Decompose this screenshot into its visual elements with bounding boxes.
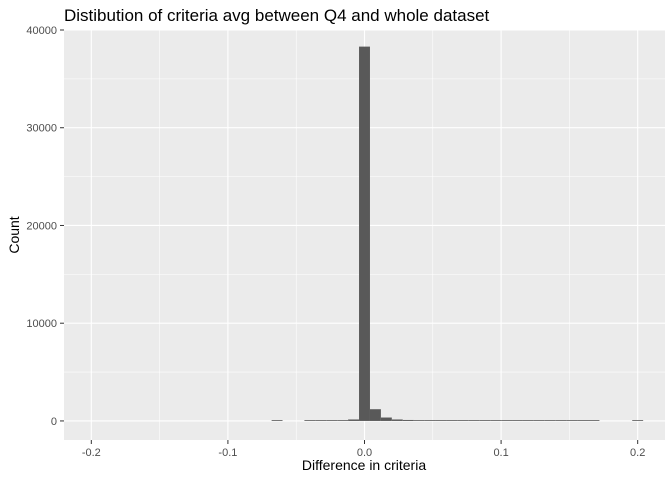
histogram-bar	[512, 420, 523, 421]
y-tick-label: 20000	[26, 220, 57, 232]
histogram-bar	[577, 420, 589, 421]
y-axis: 0 10000 20000 30000 40000	[26, 25, 64, 428]
y-tick-label: 30000	[26, 123, 57, 135]
histogram-bar	[402, 419, 414, 421]
y-tick-label: 40000	[26, 25, 57, 37]
histogram-bar	[468, 420, 480, 421]
histogram-bar	[501, 420, 513, 421]
y-tick-label: 10000	[26, 318, 57, 330]
x-tick-label: 0.1	[493, 447, 508, 459]
x-axis-title: Difference in criteria	[302, 457, 426, 473]
histogram-bar	[424, 420, 436, 421]
histogram-bar	[359, 46, 370, 421]
histogram-bars	[271, 46, 644, 421]
histogram-bar	[369, 409, 381, 421]
histogram-bar	[457, 420, 469, 421]
histogram-bar	[522, 420, 534, 421]
histogram-bar	[326, 420, 338, 421]
y-tick-label: 0	[51, 416, 57, 428]
chart-title: Distibution of criteria avg between Q4 a…	[64, 6, 490, 25]
histogram-bar	[348, 419, 360, 421]
x-tick-label: -0.2	[82, 447, 101, 459]
histogram-bar	[435, 420, 447, 421]
histogram-bar	[566, 420, 578, 421]
histogram-bar	[337, 420, 349, 421]
histogram-bar	[588, 420, 600, 421]
histogram-bar	[479, 420, 491, 421]
histogram-bar	[380, 417, 392, 421]
histogram-bar	[555, 420, 567, 421]
histogram-bar	[304, 420, 316, 421]
histogram-bar	[391, 419, 403, 421]
histogram-bar	[533, 420, 545, 421]
histogram-bar	[315, 420, 327, 421]
histogram-bar	[544, 420, 556, 421]
y-axis-title: Count	[6, 216, 22, 253]
x-tick-label: -0.1	[218, 447, 237, 459]
x-tick-label: 0.2	[630, 447, 645, 459]
histogram-bar	[632, 420, 644, 421]
histogram-bar	[271, 420, 283, 421]
x-tick-label: 0.0	[357, 447, 372, 459]
x-axis: -0.2 -0.1 0.0 0.1 0.2	[82, 440, 645, 459]
histogram-bar	[490, 420, 502, 421]
histogram-bar	[446, 420, 458, 421]
histogram-bar	[413, 420, 425, 421]
